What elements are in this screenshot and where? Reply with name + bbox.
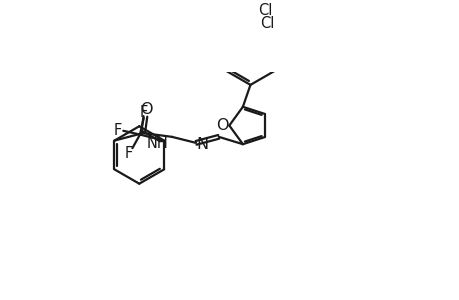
Text: Cl: Cl — [259, 16, 274, 31]
Text: O: O — [140, 102, 152, 117]
Text: F: F — [114, 123, 122, 138]
Text: Cl: Cl — [258, 2, 272, 17]
Text: F: F — [140, 105, 147, 120]
Text: F: F — [124, 146, 133, 161]
Text: O: O — [216, 118, 228, 133]
Text: NH: NH — [146, 136, 168, 151]
Text: N: N — [196, 137, 208, 152]
